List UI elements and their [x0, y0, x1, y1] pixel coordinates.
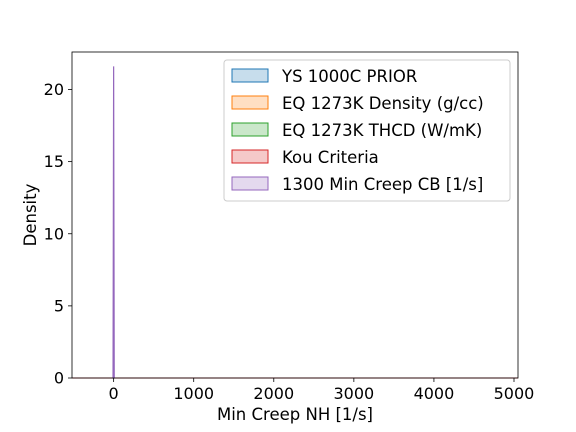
legend-label: 1300 Min Creep CB [1/s] — [282, 175, 483, 194]
legend-swatch — [231, 176, 269, 191]
x-tick-label: 4000 — [414, 384, 455, 403]
y-axis: 0 5 10 15 20 — [44, 80, 72, 388]
x-tick-label: 0 — [109, 384, 119, 403]
y-axis-label: Density — [21, 183, 40, 246]
x-tick-label: 1000 — [173, 384, 214, 403]
x-tick-label: 3000 — [333, 384, 374, 403]
legend-frame — [223, 59, 511, 202]
y-tick-label: 0 — [54, 369, 64, 388]
legend-entries: YS 1000C PRIOR EQ 1273K Density (g/cc) EQ … — [231, 67, 484, 194]
y-tick-label: 15 — [44, 152, 64, 171]
legend-label: Kou Criteria — [282, 148, 379, 167]
y-tick-label: 20 — [44, 80, 64, 99]
legend-label: YS 1000C PRIOR — [281, 67, 417, 86]
legend-swatch — [231, 95, 269, 110]
x-axis-label: Min Creep NH [1/s] — [217, 405, 373, 424]
legend: YS 1000C PRIOR EQ 1273K Density (g/cc) EQ … — [223, 59, 511, 202]
x-axis: 0 1000 2000 3000 4000 5000 — [109, 378, 535, 403]
legend-label: EQ 1273K THCD (W/mK) — [282, 121, 482, 140]
legend-swatch — [231, 149, 269, 164]
legend-label: EQ 1273K Density (g/cc) — [282, 94, 484, 113]
x-tick-label: 2000 — [253, 384, 294, 403]
x-tick-label: 5000 — [494, 384, 535, 403]
plot-area-frame — [71, 51, 519, 379]
legend-swatch — [231, 122, 269, 137]
y-tick-label: 10 — [44, 224, 64, 243]
legend-swatch — [231, 68, 269, 83]
density-curve — [112, 66, 115, 379]
y-tick-label: 5 — [54, 296, 64, 315]
